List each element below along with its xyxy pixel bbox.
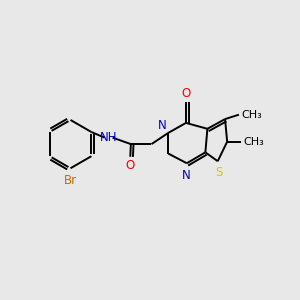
Text: NH: NH bbox=[99, 130, 117, 143]
Text: S: S bbox=[215, 167, 223, 179]
Text: CH₃: CH₃ bbox=[243, 137, 264, 147]
Text: Br: Br bbox=[64, 174, 77, 187]
Text: N: N bbox=[158, 119, 167, 132]
Text: O: O bbox=[181, 87, 190, 100]
Text: CH₃: CH₃ bbox=[241, 110, 262, 120]
Text: N: N bbox=[182, 169, 190, 182]
Text: O: O bbox=[126, 159, 135, 172]
